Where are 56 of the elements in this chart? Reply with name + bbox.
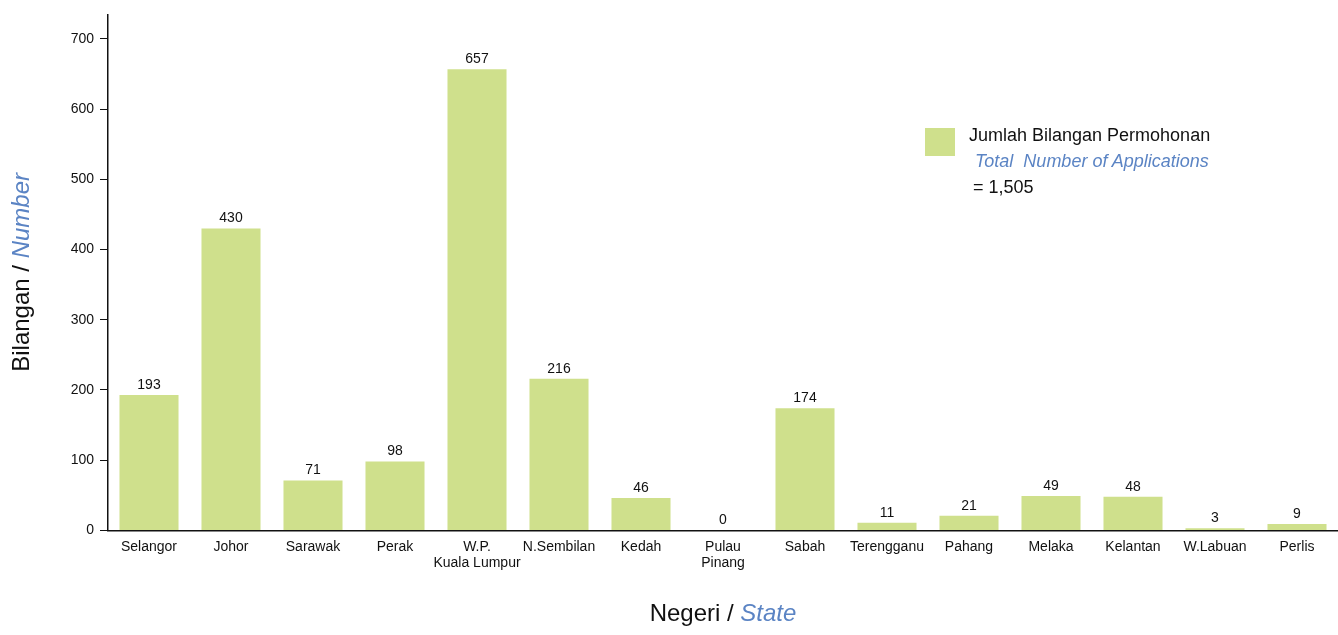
x-tick-label: Terengganu: [850, 537, 924, 554]
annotation: = 1,505: [973, 176, 1035, 199]
x-tick-label: Perak: [376, 537, 415, 554]
bar: [857, 522, 917, 530]
x-axis-title: Negeri / State: [649, 598, 797, 626]
y-axis-title: Bilangan / Number: [6, 172, 34, 372]
data-label: 46: [633, 478, 649, 495]
y-tick-label: 400: [70, 240, 95, 257]
bar: [283, 480, 343, 530]
data-label: 430: [219, 209, 243, 226]
x-tick-label: W.P. Kuala Lumpur: [433, 537, 521, 571]
bar: [1021, 496, 1081, 530]
data-label: 49: [1043, 476, 1059, 493]
x-tick-label: Selangor: [120, 537, 178, 554]
data-label: 174: [793, 389, 817, 406]
x-tick-label: Pulau Pinang: [701, 537, 745, 571]
x-tick-label: Pahang: [944, 537, 994, 554]
bar: [775, 408, 835, 530]
y-tick-label: 500: [70, 170, 95, 187]
y-tick-label: 200: [70, 380, 95, 397]
bar: [365, 461, 425, 530]
y-tick-label: 0: [86, 521, 95, 538]
y-tick-label: 300: [70, 310, 95, 327]
x-tick-label: Kedah: [620, 537, 662, 554]
x-tick-label: W.Labuan: [1183, 537, 1247, 554]
data-label: 71: [305, 461, 321, 478]
x-tick-label: Sarawak: [285, 537, 342, 554]
y-tick-label: 100: [70, 451, 95, 468]
data-label: 216: [547, 359, 571, 376]
x-tick-label: Kelantan: [1105, 537, 1161, 554]
bar: [1103, 496, 1163, 530]
bar: [447, 69, 507, 530]
bar: [939, 515, 999, 530]
data-label: 0: [719, 511, 728, 528]
data-label: 21: [961, 496, 977, 513]
bar: [119, 394, 179, 530]
data-label: 98: [387, 442, 403, 459]
bar: [611, 498, 671, 530]
annotation: Total Number of Applications: [975, 150, 1210, 173]
data-label: 48: [1125, 477, 1141, 494]
x-tick-label: Johor: [213, 537, 249, 554]
y-tick-label: 600: [70, 100, 95, 117]
data-label: 11: [879, 503, 895, 520]
y-tick-label: 700: [70, 29, 95, 46]
legend-label: Jumlah Bilangan Permohonan: [969, 124, 1211, 147]
bar: [1267, 524, 1327, 530]
data-label: 193: [137, 375, 161, 392]
data-label: 9: [1293, 504, 1302, 521]
data-label: 657: [465, 50, 489, 67]
x-tick-label: Sabah: [784, 537, 826, 554]
x-tick-label: Perlis: [1279, 537, 1315, 554]
x-tick-label: N.Sembilan: [522, 537, 596, 554]
data-label: 3: [1211, 509, 1220, 526]
x-tick-label: Melaka: [1028, 537, 1074, 554]
bar: [529, 378, 589, 530]
bar: [201, 228, 261, 530]
